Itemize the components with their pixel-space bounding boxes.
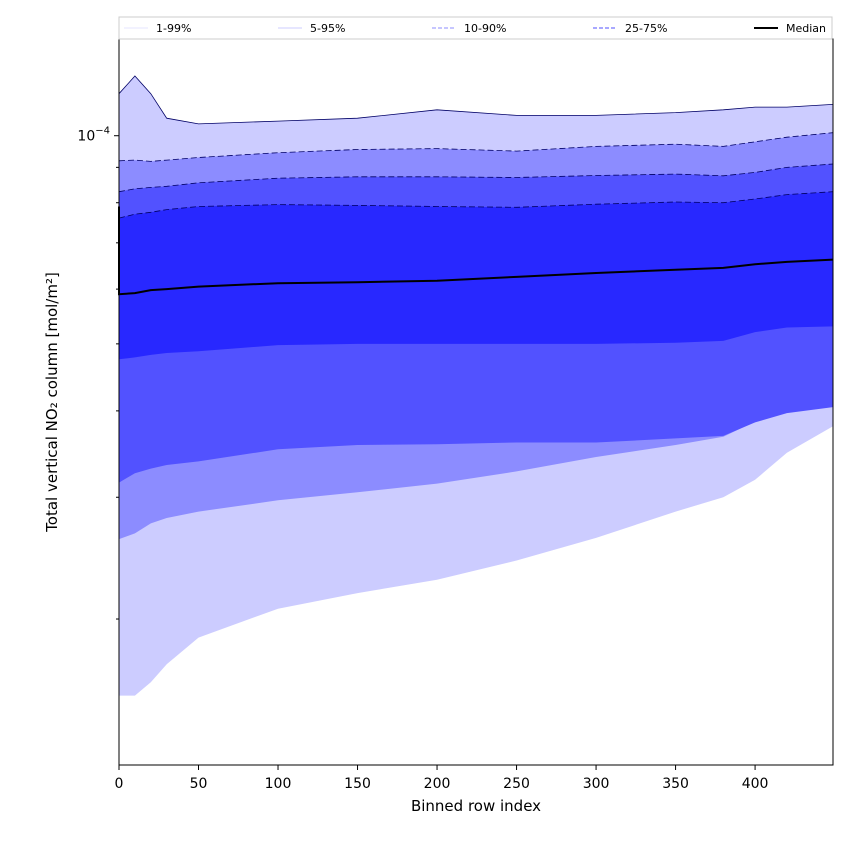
x-tick-label: 350	[662, 776, 689, 792]
x-ticks: 0 50 100 150 200 250 300 350 400	[115, 765, 769, 792]
x-tick-label: 200	[424, 776, 451, 792]
legend-box	[118, 16, 833, 40]
band-3	[119, 191, 833, 360]
band-3-upper-edge	[118, 191, 834, 219]
x-tick-label: 0	[115, 776, 124, 792]
x-tick-label: 100	[265, 776, 292, 792]
band-1-upper-edge	[118, 132, 834, 162]
legend-label: Median	[786, 22, 826, 35]
band-0-upper-edge	[118, 75, 834, 125]
band-2-upper-edge	[118, 163, 834, 193]
legend-label: 5-95%	[310, 22, 345, 35]
legend: 1-99% 5-95% 10-90% 25-75% Median	[118, 16, 833, 40]
x-axis-title: Binned row index	[411, 797, 541, 815]
median-layer	[118, 206, 834, 296]
legend-label: 25-75%	[625, 22, 667, 35]
bands-layer	[118, 75, 834, 696]
x-tick-label: 50	[190, 776, 208, 792]
legend-label: 10-90%	[464, 22, 506, 35]
median-line	[118, 206, 834, 296]
x-tick-label: 300	[583, 776, 610, 792]
legend-label: 1-99%	[156, 22, 191, 35]
x-tick-label: 150	[344, 776, 371, 792]
y-axis-title: Total vertical NO₂ column [mol/m²]	[43, 272, 61, 533]
x-tick-label: 400	[742, 776, 769, 792]
x-tick-label: 250	[503, 776, 530, 792]
